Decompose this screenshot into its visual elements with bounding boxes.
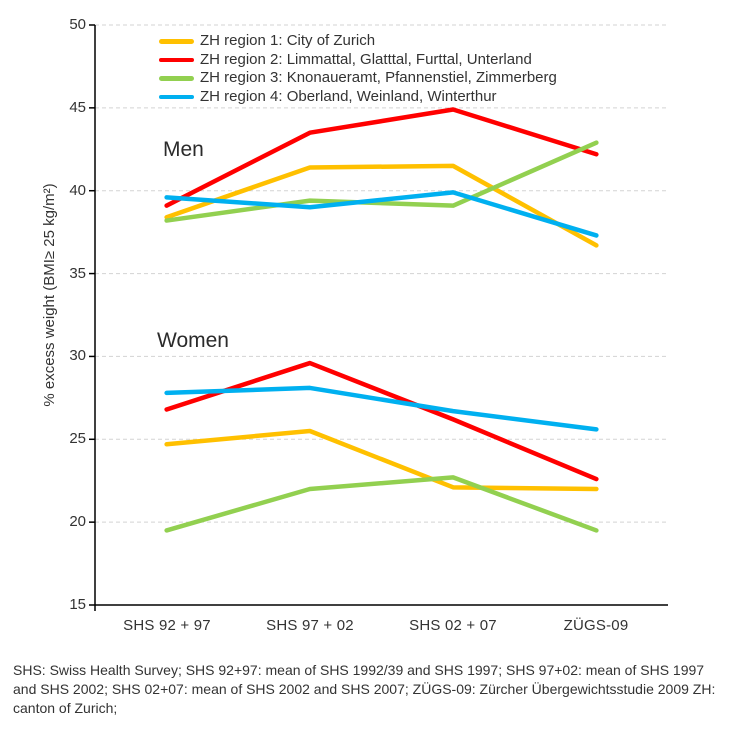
legend-item-region1: ZH region 1: City of Zurich [159, 32, 557, 51]
line-women-region-3 [164, 475, 599, 533]
y-tick-label-40: 40 [69, 182, 86, 199]
legend-item-region4: ZH region 4: Oberland, Weinland, Wintert… [159, 88, 557, 107]
footnote-line-2: and SHS 2002; SHS 02+07: mean of SHS 200… [13, 681, 716, 697]
footnote-line-1: SHS: Swiss Health Survey; SHS 92+97: mea… [13, 662, 705, 678]
legend-label-region3: ZH region 3: Knonaueramt, Pfannenstiel, … [200, 69, 557, 87]
legend-label-region2: ZH region 2: Limmattal, Glatttal, Furtta… [200, 50, 532, 68]
y-tick-label-30: 30 [69, 347, 86, 364]
x-axis-label-shs-97-02: SHS 97 + 02 [266, 617, 354, 634]
legend: ZH region 1: City of Zurich ZH region 2:… [159, 32, 557, 106]
legend-item-region2: ZH region 2: Limmattal, Glatttal, Furtta… [159, 51, 557, 70]
x-axis-label-shs-02-07: SHS 02 + 07 [409, 617, 497, 634]
y-tick-label-15: 15 [69, 596, 86, 613]
line-men-region-3 [164, 140, 599, 223]
line-women-region-4 [164, 385, 599, 432]
line-women-region-2 [164, 360, 599, 482]
group-annotation-women: Women [157, 329, 229, 352]
x-axis-label-shs-92-97: SHS 92 + 97 [123, 617, 211, 634]
y-tick-label-50: 50 [69, 16, 86, 33]
y-axis-title: % excess weight (BMI≥ 25 kg/m²) [41, 183, 58, 407]
line-men-region-1 [164, 163, 599, 248]
legend-line-swatch-region2 [159, 57, 194, 63]
y-tick-label-35: 35 [69, 265, 86, 282]
footnote: SHS: Swiss Health Survey; SHS 92+97: mea… [13, 661, 729, 718]
x-axis-label-zuegs-09: ZÜGS-09 [563, 617, 629, 634]
footnote-line-3: canton of Zurich; [13, 700, 118, 716]
line-women-region-1 [164, 428, 599, 492]
y-tick-label-20: 20 [69, 513, 86, 530]
line-men-region-2 [164, 107, 599, 208]
legend-label-region1: ZH region 1: City of Zurich [200, 32, 376, 50]
y-tick-label-45: 45 [69, 99, 86, 116]
legend-item-region3: ZH region 3: Knonaueramt, Pfannenstiel, … [159, 69, 557, 88]
y-tick-label-25: 25 [69, 430, 86, 447]
legend-line-swatch-region4 [159, 94, 194, 100]
legend-line-swatch-region1 [159, 39, 194, 44]
group-annotation-men: Men [163, 138, 204, 161]
legend-label-region4: ZH region 4: Oberland, Weinland, Wintert… [200, 88, 497, 106]
plot-area [89, 24, 668, 611]
legend-line-swatch-region3 [159, 76, 194, 81]
line-men-region-4 [164, 190, 599, 238]
